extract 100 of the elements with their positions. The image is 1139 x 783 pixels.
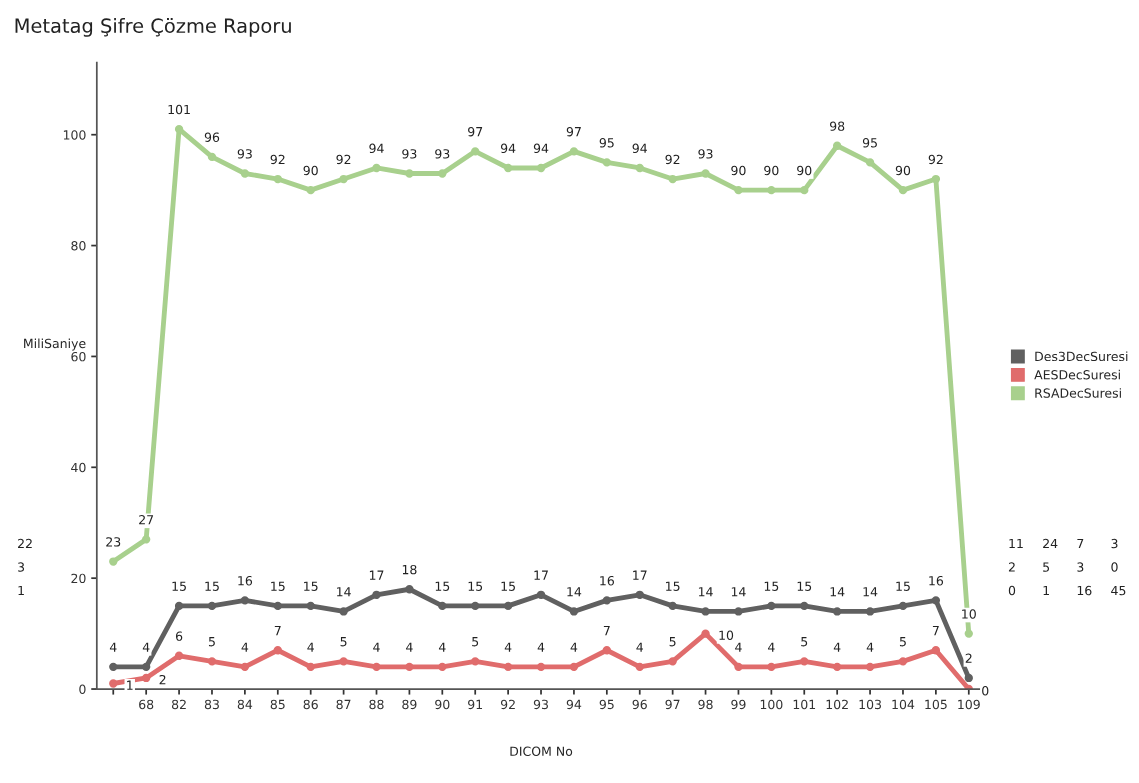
x-tick-label: 68 (139, 699, 154, 710)
text: 0 (1008, 585, 1016, 596)
text: 3 (1077, 562, 1084, 572)
point (536, 662, 546, 672)
x-axis-title: DICOM No (510, 746, 573, 756)
point (635, 163, 644, 173)
text: 16 (1077, 585, 1092, 596)
point (800, 601, 809, 611)
point (405, 169, 414, 178)
data-label: 15 (666, 581, 680, 591)
data-label: 4 (866, 642, 874, 652)
x-tick-label: 102 (826, 699, 848, 710)
x-tick-label: 93 (533, 699, 548, 710)
point (207, 657, 217, 666)
data-label: 1 (127, 680, 133, 690)
legend-label: AESDecSuresi (1034, 369, 1120, 380)
point (602, 596, 611, 605)
x-tick-label: 90 (435, 699, 450, 710)
data-label: 15 (205, 581, 219, 591)
data-label: 15 (468, 581, 483, 591)
data-label: 93 (435, 149, 450, 159)
point (734, 607, 743, 616)
x-tick-label: 95 (599, 699, 614, 710)
data-label: 14 (863, 587, 878, 597)
point (273, 646, 282, 655)
point (833, 662, 842, 672)
legend-label: Des3DecSuresi (1035, 351, 1128, 362)
data-label: 90 (764, 165, 779, 176)
point (339, 657, 348, 666)
data-label: 7 (274, 626, 281, 636)
data-label: 5 (899, 637, 906, 647)
text: 0 (1111, 562, 1118, 572)
data-label: 17 (633, 570, 647, 580)
point (536, 590, 546, 599)
y-tick-label: 60 (71, 351, 86, 362)
point (503, 662, 513, 672)
data-label: 4 (636, 642, 644, 652)
point (273, 174, 282, 184)
data-label: 15 (172, 581, 186, 591)
x-tick-label: 104 (892, 699, 915, 710)
point (833, 141, 842, 150)
point (142, 535, 151, 544)
x-tick-label: 96 (632, 699, 647, 710)
data-label: 90 (731, 165, 746, 176)
point (833, 607, 842, 616)
data-label: 101 (168, 104, 190, 115)
point (372, 590, 381, 599)
text: 1 (18, 585, 24, 596)
x-tick-label: 88 (369, 699, 384, 710)
point (800, 185, 809, 195)
point (438, 601, 447, 611)
y-tick-label: 100 (63, 130, 86, 140)
data-label: 4 (109, 642, 117, 652)
point (306, 601, 315, 611)
point (471, 147, 480, 156)
point (174, 651, 184, 660)
data-label: 92 (336, 154, 351, 165)
data-label: 4 (570, 642, 578, 652)
point (635, 662, 644, 672)
point (865, 662, 875, 672)
x-tick-label: 94 (566, 699, 582, 710)
data-label: 92 (665, 154, 680, 165)
data-label: 18 (402, 564, 417, 575)
x-tick-label: 103 (859, 699, 881, 710)
text: 5 (1043, 562, 1050, 572)
point (931, 174, 941, 184)
data-label: 16 (600, 575, 614, 586)
data-label: 14 (567, 587, 582, 597)
point (668, 601, 677, 611)
chart-title: Metatag Şifre Çözme Raporu (15, 18, 291, 37)
data-label: 5 (208, 637, 215, 647)
text: 3 (18, 562, 25, 572)
data-label: 15 (435, 581, 450, 591)
text: 11 (1009, 538, 1023, 549)
point (174, 601, 184, 611)
data-label: 10 (719, 630, 734, 641)
data-label: 4 (504, 642, 512, 652)
point (865, 607, 875, 616)
data-label: 16 (238, 575, 253, 586)
point (602, 158, 611, 167)
data-label: 17 (369, 570, 384, 580)
data-label: 93 (402, 149, 417, 159)
point (372, 662, 381, 672)
point (569, 607, 579, 616)
text: 45 (1111, 585, 1126, 596)
data-label: 15 (764, 581, 779, 591)
data-label: 14 (337, 587, 351, 597)
data-label: 97 (566, 126, 581, 137)
point (635, 590, 644, 599)
data-label: 95 (862, 138, 877, 148)
x-tick-label: 98 (698, 699, 713, 710)
text: 1 (1043, 585, 1049, 596)
point (207, 601, 217, 611)
point (471, 657, 480, 666)
point (668, 657, 677, 666)
x-tick-label: 89 (402, 699, 417, 710)
point (306, 185, 315, 195)
data-label: 4 (142, 642, 150, 652)
point (734, 185, 743, 195)
point (767, 185, 776, 195)
